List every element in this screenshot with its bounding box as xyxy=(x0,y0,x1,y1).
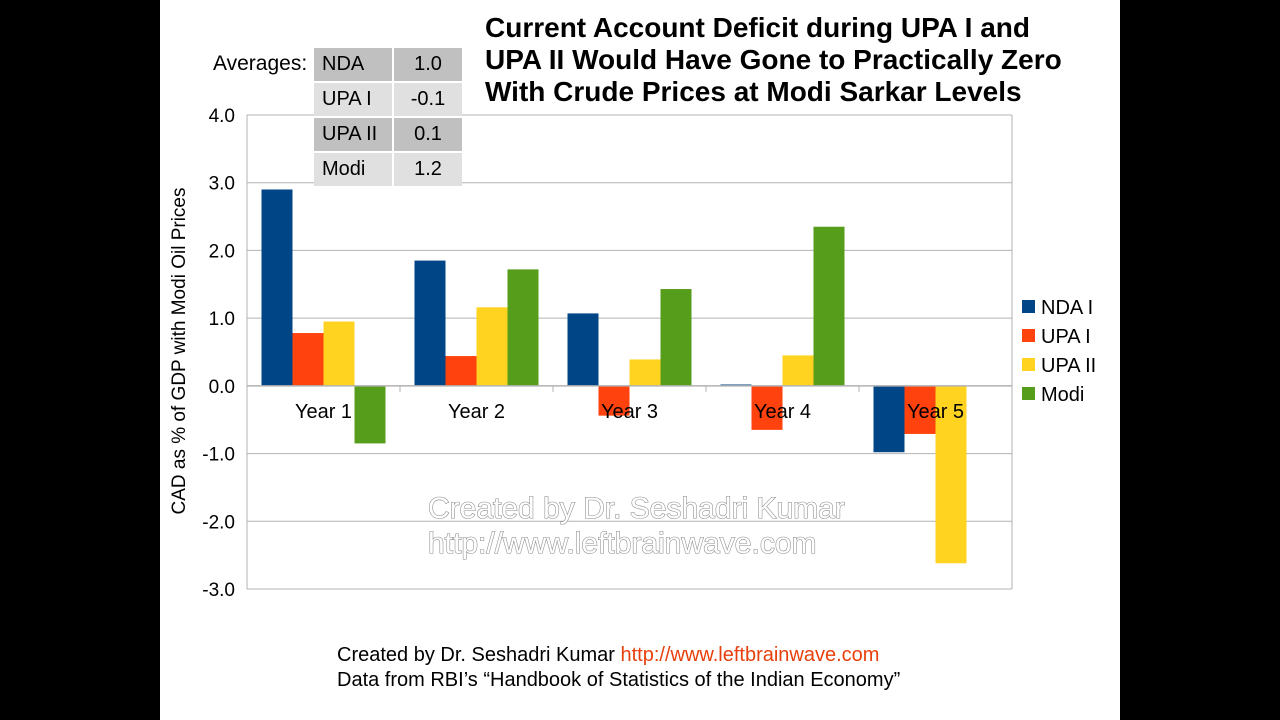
y-axis-label: CAD as % of GDP with Modi Oil Prices xyxy=(169,188,190,515)
averages-row: Modi 1.2 xyxy=(314,151,462,186)
x-tick-labels: Year 1 Year 2 Year 3 Year 4 Year 5 xyxy=(295,401,964,423)
bar xyxy=(445,356,477,386)
y-tick-label: 1.0 xyxy=(209,309,235,330)
x-tick-label: Year 3 xyxy=(601,401,658,423)
bar xyxy=(414,260,446,386)
bar xyxy=(507,269,539,386)
footer: Created by Dr. Seshadri Kumar http://www… xyxy=(337,643,900,693)
y-tick-label: 3.0 xyxy=(209,174,235,195)
watermark-line-1: Created by Dr. Seshadri Kumar xyxy=(428,492,845,525)
averages-row: NDA 1.0 xyxy=(314,48,462,82)
footer-source: Data from RBI’s “Handbook of Statistics … xyxy=(337,669,901,691)
average-name: NDA xyxy=(314,48,393,82)
bar xyxy=(873,385,905,453)
average-name: UPA II xyxy=(314,116,393,152)
x-tick-label: Year 5 xyxy=(907,401,964,423)
y-tick-label: 4.0 xyxy=(209,106,235,127)
axes xyxy=(246,115,1013,589)
bar xyxy=(598,385,630,416)
bar xyxy=(935,385,967,564)
legend-label: NDA I xyxy=(1041,297,1093,319)
bar xyxy=(261,189,293,386)
bar xyxy=(629,359,661,386)
y-tick-label: 2.0 xyxy=(209,241,235,262)
y-tick-label: 0.0 xyxy=(209,377,235,398)
bar xyxy=(323,321,355,386)
legend-swatch xyxy=(1022,358,1035,371)
x-tick-label: Year 4 xyxy=(754,401,811,423)
legend-label: Modi xyxy=(1041,384,1084,406)
cad-bar-chart: 4.0 3.0 2.0 1.0 0.0 -1.0 -2.0 -3.0 Year 1 Year 2… xyxy=(169,106,1096,601)
bars xyxy=(261,189,967,564)
average-name: Modi xyxy=(314,151,393,186)
watermark-line-2: http://www.leftbrainwave.com xyxy=(428,527,817,560)
averages-table: NDA 1.0 UPA I -0.1 UPA II 0.1 Modi 1.2 xyxy=(314,48,462,186)
legend-swatch xyxy=(1022,329,1035,342)
legend-swatch xyxy=(1022,300,1035,313)
bar xyxy=(476,307,508,386)
x-tick-label: Year 2 xyxy=(448,401,505,423)
chart-title: Current Account Deficit during UPA I and… xyxy=(485,12,1062,107)
footer-credit: Created by Dr. Seshadri Kumar xyxy=(337,644,615,666)
footer-credit-line: Created by Dr. Seshadri Kumar http://www… xyxy=(337,643,900,668)
average-value: 0.1 xyxy=(392,116,462,152)
legend-label: UPA II xyxy=(1041,355,1096,377)
bar xyxy=(751,385,783,430)
bar xyxy=(782,355,814,386)
bar xyxy=(904,385,936,434)
watermark: Created by Dr. Seshadri Kumar http://www… xyxy=(427,491,845,560)
y-tick-labels: 4.0 3.0 2.0 1.0 0.0 -1.0 -2.0 -3.0 xyxy=(202,106,235,601)
bar xyxy=(567,313,599,386)
averages-label: Averages: xyxy=(213,52,308,75)
y-tick-label: -3.0 xyxy=(202,580,235,601)
average-value: 1.0 xyxy=(392,48,462,82)
legend-label: UPA I xyxy=(1041,326,1091,348)
averages-row: UPA I -0.1 xyxy=(314,81,462,117)
y-tick-label: -2.0 xyxy=(202,512,235,533)
legend-swatch xyxy=(1022,387,1035,400)
slide: 4.0 3.0 2.0 1.0 0.0 -1.0 -2.0 -3.0 Year 1 Year 2… xyxy=(160,0,1120,720)
average-name: UPA I xyxy=(314,81,393,117)
average-value: -0.1 xyxy=(392,81,462,117)
bar xyxy=(660,289,692,386)
bar xyxy=(813,226,845,386)
y-tick-label: -1.0 xyxy=(202,445,235,466)
bar xyxy=(292,333,324,386)
x-tick-label: Year 1 xyxy=(295,401,352,423)
legend: NDA I UPA I UPA II Modi xyxy=(1022,297,1096,406)
footer-link[interactable]: http://www.leftbrainwave.com xyxy=(620,644,880,666)
averages-row: UPA II 0.1 xyxy=(314,116,462,152)
average-value: 1.2 xyxy=(392,151,462,186)
bar xyxy=(354,385,386,444)
